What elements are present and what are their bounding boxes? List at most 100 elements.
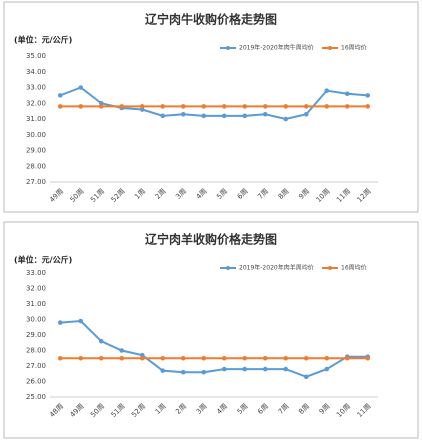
data-point xyxy=(303,111,309,117)
data-point xyxy=(57,355,63,361)
legend-label: 16周均价 xyxy=(341,44,367,52)
x-tick-label: 1周 xyxy=(133,187,147,201)
data-point xyxy=(262,366,268,372)
x-tick-label: 50周 xyxy=(89,402,106,419)
chart-frame xyxy=(3,1,419,213)
chart-title: 辽宁肉牛收购价格走势图 xyxy=(145,12,277,27)
data-point xyxy=(221,355,227,361)
data-point xyxy=(160,113,166,119)
y-tick-label: 33.00 xyxy=(26,84,46,92)
unit-label: (单位：元/公斤) xyxy=(14,255,72,265)
data-point xyxy=(57,320,63,325)
x-tick-label: 12周 xyxy=(356,187,373,204)
legend-marker xyxy=(226,46,230,50)
legend-label: 2019年-2020年肉牛周均价 xyxy=(239,44,314,52)
y-tick-label: 34.00 xyxy=(26,68,46,76)
series-line xyxy=(60,320,368,378)
data-point xyxy=(98,104,104,109)
data-point xyxy=(98,100,104,106)
data-point xyxy=(139,355,145,361)
data-point xyxy=(324,88,330,93)
x-tick-label: 4周 xyxy=(195,187,209,201)
unit-label: (单位：元/公斤) xyxy=(14,35,72,45)
data-point xyxy=(262,111,268,117)
legend-marker xyxy=(226,266,230,270)
x-tick-label: 10周 xyxy=(315,187,332,204)
data-point xyxy=(262,104,268,109)
y-tick-label: 30.00 xyxy=(26,316,46,324)
data-point xyxy=(365,355,371,361)
y-tick-label: 27.00 xyxy=(26,362,46,370)
data-point xyxy=(180,111,186,117)
data-point xyxy=(78,85,84,90)
x-tick-label: 5周 xyxy=(236,402,250,416)
data-point xyxy=(180,104,186,109)
legend-label: 2019年-2020年肉羊周均价 xyxy=(239,264,314,272)
chart-frame xyxy=(3,221,419,439)
x-tick-label: 11周 xyxy=(335,187,352,204)
data-point xyxy=(344,355,350,361)
data-point xyxy=(324,355,330,361)
x-tick-label: 11周 xyxy=(356,402,373,419)
y-tick-label: 30.00 xyxy=(26,131,46,139)
data-point xyxy=(242,113,248,119)
data-point xyxy=(283,366,289,372)
data-point xyxy=(57,93,63,98)
y-tick-label: 31.00 xyxy=(26,300,46,308)
data-point xyxy=(160,368,166,373)
x-tick-label: 5周 xyxy=(215,187,229,201)
x-tick-label: 4周 xyxy=(215,402,229,416)
y-tick-label: 28.00 xyxy=(26,347,46,355)
data-point xyxy=(242,366,248,372)
legend-marker xyxy=(328,266,332,270)
x-tick-label: 2周 xyxy=(154,187,168,201)
data-point xyxy=(221,113,227,119)
data-point xyxy=(98,338,104,344)
x-tick-label: 9周 xyxy=(297,187,311,201)
y-tick-label: 29.00 xyxy=(26,147,46,155)
x-tick-label: 10周 xyxy=(335,402,352,419)
x-tick-label: 3周 xyxy=(195,402,209,416)
data-point xyxy=(365,104,371,109)
data-point xyxy=(78,104,84,109)
y-tick-label: 28.00 xyxy=(26,162,46,170)
data-point xyxy=(139,104,145,109)
x-tick-label: 7周 xyxy=(256,187,270,201)
series-line xyxy=(59,86,368,121)
y-tick-label: 35.00 xyxy=(26,52,46,60)
data-point xyxy=(119,348,125,353)
x-tick-label: 2周 xyxy=(174,402,188,416)
data-point xyxy=(78,355,84,361)
data-point xyxy=(57,104,63,109)
x-tick-label: 8周 xyxy=(297,402,311,416)
x-tick-label: 51周 xyxy=(110,402,127,419)
legend-marker xyxy=(328,46,332,50)
data-point xyxy=(160,104,166,109)
y-tick-label: 31.00 xyxy=(26,115,46,123)
x-tick-label: 7周 xyxy=(277,402,291,416)
data-point xyxy=(180,355,186,361)
data-point xyxy=(160,355,166,361)
data-point xyxy=(303,355,309,361)
x-tick-label: 6周 xyxy=(236,187,250,201)
y-tick-label: 27.00 xyxy=(26,178,46,186)
data-point xyxy=(201,355,207,361)
data-point xyxy=(98,355,104,361)
x-tick-label: 49周 xyxy=(69,402,86,419)
legend-label: 16周均价 xyxy=(341,264,367,272)
data-point xyxy=(283,104,289,109)
data-point xyxy=(180,369,186,375)
data-point xyxy=(119,355,125,361)
x-tick-label: 51周 xyxy=(89,187,106,204)
data-point xyxy=(324,104,330,109)
x-tick-label: 52周 xyxy=(110,187,127,204)
x-tick-label: 8周 xyxy=(277,187,291,201)
data-point xyxy=(283,116,289,122)
x-tick-label: 48周 xyxy=(48,402,65,419)
x-tick-label: 9周 xyxy=(318,402,332,416)
data-point xyxy=(201,104,207,109)
data-point xyxy=(303,104,309,109)
data-point xyxy=(344,104,350,109)
data-point xyxy=(344,91,350,97)
